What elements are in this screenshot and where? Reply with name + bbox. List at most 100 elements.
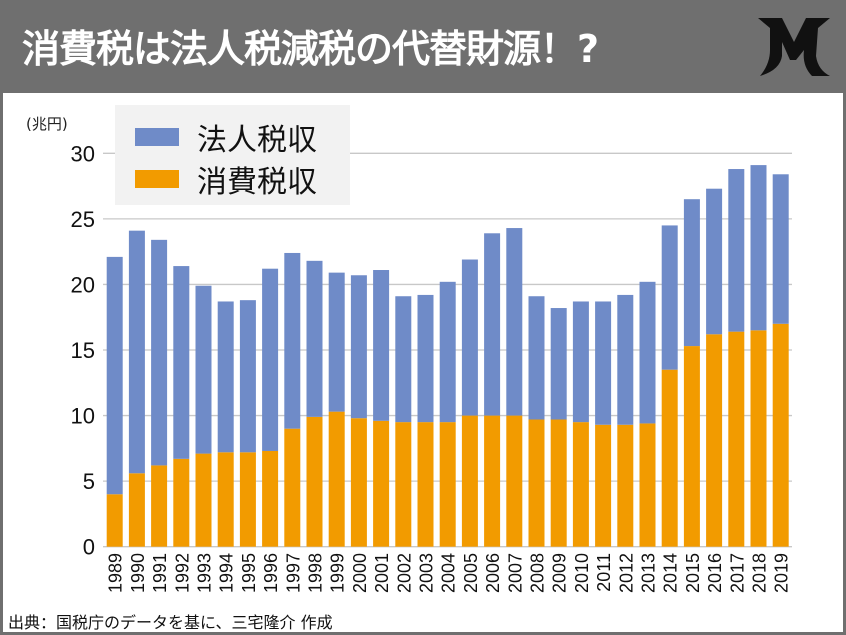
bar-consumption-1997	[284, 428, 301, 547]
x-tick-label: 1990	[128, 553, 148, 593]
legend-swatch-consumption	[135, 170, 179, 188]
bar-consumption-1993	[195, 453, 212, 547]
x-tick-label: 1999	[328, 553, 348, 593]
bar-corporate-1992	[173, 266, 190, 459]
x-tick-label: 2017	[727, 553, 747, 593]
bar-consumption-2015	[683, 346, 700, 547]
bar-corporate-2000	[350, 275, 367, 419]
y-tick-label: 0	[83, 535, 95, 560]
x-tick-label: 2000	[350, 553, 370, 593]
legend: 法人税収 消費税収	[115, 105, 350, 205]
x-tick-label: 2001	[372, 553, 392, 593]
bar-corporate-2014	[661, 225, 678, 370]
bar-consumption-1994	[217, 452, 234, 547]
bar-corporate-2003	[417, 294, 434, 423]
bar-corporate-2013	[639, 281, 656, 424]
y-tick-label: 30	[71, 141, 95, 166]
x-tick-label: 2016	[705, 553, 725, 593]
bar-corporate-2012	[617, 294, 634, 425]
x-tick-label: 2010	[572, 553, 592, 593]
bar-consumption-2013	[639, 423, 656, 547]
x-tick-label: 1998	[306, 553, 326, 593]
bar-corporate-1998	[306, 260, 323, 417]
x-tick-label: 2008	[528, 553, 548, 593]
bar-consumption-1991	[151, 465, 168, 547]
bar-corporate-2015	[683, 199, 700, 347]
bar-corporate-2005	[461, 259, 478, 416]
y-tick-label: 10	[71, 404, 95, 429]
bar-corporate-2004	[439, 281, 456, 423]
bar-corporate-2016	[706, 188, 723, 335]
bar-corporate-1995	[239, 300, 256, 453]
legend-label-corporate: 法人税収	[197, 123, 317, 158]
bar-corporate-2008	[528, 296, 545, 420]
x-tick-label: 2013	[639, 553, 659, 593]
x-tick-label: 2005	[461, 553, 481, 593]
bar-consumption-2000	[350, 418, 367, 547]
y-tick-label: 25	[71, 207, 95, 232]
bar-consumption-2012	[617, 424, 634, 547]
bar-corporate-2009	[550, 308, 567, 420]
bar-consumption-1996	[262, 450, 279, 547]
bar-corporate-1990	[128, 230, 145, 474]
page-title: 消費税は法人税減税の代替財源！?	[22, 27, 599, 71]
bar-corporate-1994	[217, 301, 234, 453]
bar-corporate-1989	[106, 256, 123, 495]
bar-consumption-2003	[417, 422, 434, 547]
x-tick-label: 2006	[483, 553, 503, 593]
bar-consumption-2014	[661, 369, 678, 547]
bar-consumption-1995	[239, 452, 256, 547]
bar-consumption-2005	[461, 415, 478, 547]
bar-consumption-1990	[128, 473, 145, 547]
x-tick-label: 1996	[261, 553, 281, 593]
x-tick-label: 2014	[661, 553, 681, 593]
bar-corporate-2018	[750, 165, 767, 331]
bar-consumption-2004	[439, 422, 456, 547]
x-tick-label: 2009	[550, 553, 570, 593]
x-tick-label: 1991	[150, 553, 170, 593]
bar-consumption-2019	[772, 323, 789, 547]
legend-label-consumption: 消費税収	[197, 165, 317, 200]
bar-consumption-1998	[306, 416, 323, 547]
bar-consumption-2009	[550, 419, 567, 547]
bar-corporate-2001	[373, 270, 390, 421]
legend-swatch-corporate	[135, 128, 179, 146]
bar-corporate-2007	[506, 228, 523, 416]
bar-consumption-2010	[572, 422, 589, 547]
bar-consumption-2006	[484, 415, 501, 547]
bar-consumption-2002	[395, 422, 412, 547]
bar-corporate-2002	[395, 296, 412, 423]
bar-corporate-1996	[262, 268, 279, 451]
bar-consumption-2007	[506, 415, 523, 547]
bar-consumption-2016	[706, 334, 723, 547]
bar-corporate-2019	[772, 174, 789, 324]
x-tick-label: 1992	[172, 553, 192, 593]
bar-consumption-1999	[328, 411, 345, 547]
logo-icon	[758, 18, 830, 76]
x-tick-label: 1994	[217, 553, 237, 593]
x-tick-label: 2011	[594, 553, 614, 592]
header-bar: 消費税は法人税減税の代替財源！?	[0, 0, 846, 93]
bar-consumption-2001	[373, 420, 390, 547]
x-tick-label: 2002	[394, 553, 414, 593]
y-axis-unit-label: (兆円)	[26, 115, 68, 133]
x-tick-label: 1989	[106, 553, 126, 593]
bar-consumption-2017	[728, 331, 745, 547]
y-tick-label: 20	[71, 272, 95, 297]
bar-corporate-1997	[284, 252, 301, 429]
bar-consumption-2011	[595, 424, 612, 547]
x-tick-label: 2012	[616, 553, 636, 593]
legend-item-corporate: 法人税収	[135, 115, 317, 159]
bar-consumption-2008	[528, 419, 545, 547]
bar-consumption-1989	[106, 494, 123, 547]
y-tick-label: 15	[71, 338, 95, 363]
x-tick-label: 1995	[239, 553, 259, 593]
x-tick-label: 1993	[195, 553, 215, 593]
bar-corporate-2017	[728, 169, 745, 332]
x-tick-label: 2003	[417, 553, 437, 593]
bar-corporate-2010	[572, 301, 589, 423]
y-tick-label: 5	[83, 469, 95, 494]
bar-corporate-2006	[484, 233, 501, 416]
bar-corporate-1999	[328, 272, 345, 412]
